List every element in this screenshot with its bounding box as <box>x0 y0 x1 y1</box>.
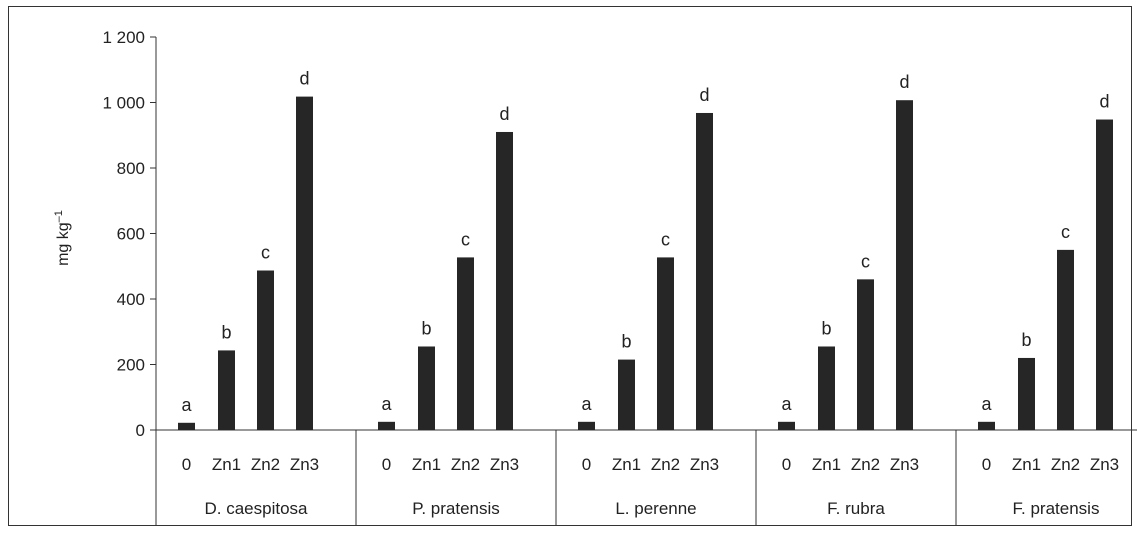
category-label: 0 <box>382 455 391 474</box>
data-label: d <box>499 104 509 124</box>
bar <box>696 112 713 430</box>
category-label: Zn1 <box>212 455 241 474</box>
data-label: c <box>261 243 270 263</box>
bar <box>257 270 274 430</box>
bar <box>857 279 874 430</box>
y-tick-label: 800 <box>117 159 145 178</box>
category-label: Zn3 <box>290 455 319 474</box>
category-label: Zn1 <box>812 455 841 474</box>
bar <box>1096 119 1113 430</box>
y-tick-label: 0 <box>136 421 145 440</box>
data-label: c <box>461 229 470 249</box>
data-label: c <box>1061 222 1070 242</box>
y-tick-label: 400 <box>117 290 145 309</box>
bar <box>1057 249 1074 430</box>
bar <box>818 346 835 430</box>
y-axis-title: mg kg–1 <box>53 210 72 266</box>
data-label: d <box>699 85 709 105</box>
data-label: b <box>421 318 431 338</box>
bar <box>618 359 635 430</box>
bar <box>218 350 235 430</box>
group-label: L. perenne <box>615 499 696 518</box>
bar <box>418 346 435 430</box>
data-label: c <box>861 251 870 271</box>
bar <box>496 131 513 430</box>
data-label: b <box>821 318 831 338</box>
category-label: 0 <box>182 455 191 474</box>
y-tick-label: 1 200 <box>102 28 145 47</box>
category-label: Zn2 <box>651 455 680 474</box>
category-label: Zn3 <box>890 455 919 474</box>
category-label: Zn1 <box>612 455 641 474</box>
data-label: a <box>581 394 592 414</box>
data-label: a <box>181 395 192 415</box>
category-label: 0 <box>982 455 991 474</box>
group-label: P. pratensis <box>412 499 500 518</box>
y-axis-label: mg kg–1 <box>53 210 72 266</box>
category-label: Zn3 <box>490 455 519 474</box>
category-label: Zn2 <box>251 455 280 474</box>
category-label: 0 <box>782 455 791 474</box>
y-tick-label: 200 <box>117 356 145 375</box>
group-label: F. pratensis <box>1013 499 1100 518</box>
y-tick-label: 600 <box>117 225 145 244</box>
bar <box>378 421 395 430</box>
category-label: Zn3 <box>690 455 719 474</box>
bars <box>178 96 1113 431</box>
y-tick-label: 1 000 <box>102 94 145 113</box>
data-label: b <box>621 332 631 352</box>
bar <box>1018 357 1035 430</box>
bar <box>296 96 313 430</box>
data-label: a <box>781 394 792 414</box>
labels: a 0 b Zn1 c Zn2 d Zn3 D. caespitosa a 0 b Zn1 c Zn2 d Zn… <box>181 69 1119 518</box>
group-label: F. rubra <box>827 499 885 518</box>
category-label: Zn2 <box>1051 455 1080 474</box>
data-label: b <box>221 322 231 342</box>
axes: 0 200 400 600 800 1 000 1 200 <box>102 28 1137 526</box>
category-label: Zn3 <box>1090 455 1119 474</box>
category-label: 0 <box>582 455 591 474</box>
bar <box>978 421 995 430</box>
category-label: Zn1 <box>1012 455 1041 474</box>
data-label: a <box>381 394 392 414</box>
data-label: b <box>1021 330 1031 350</box>
data-label: d <box>1099 92 1109 112</box>
chart-frame <box>8 6 1132 526</box>
category-label: Zn2 <box>451 455 480 474</box>
bar <box>896 100 913 431</box>
data-label: c <box>661 229 670 249</box>
bar <box>578 421 595 430</box>
bar <box>778 421 795 430</box>
category-label: Zn2 <box>851 455 880 474</box>
data-label: d <box>899 72 909 92</box>
bar <box>178 422 195 430</box>
data-label: d <box>299 69 309 89</box>
group-label: D. caespitosa <box>205 499 309 518</box>
category-label: Zn1 <box>412 455 441 474</box>
bar <box>657 257 674 430</box>
data-label: a <box>981 394 992 414</box>
bar <box>457 257 474 430</box>
